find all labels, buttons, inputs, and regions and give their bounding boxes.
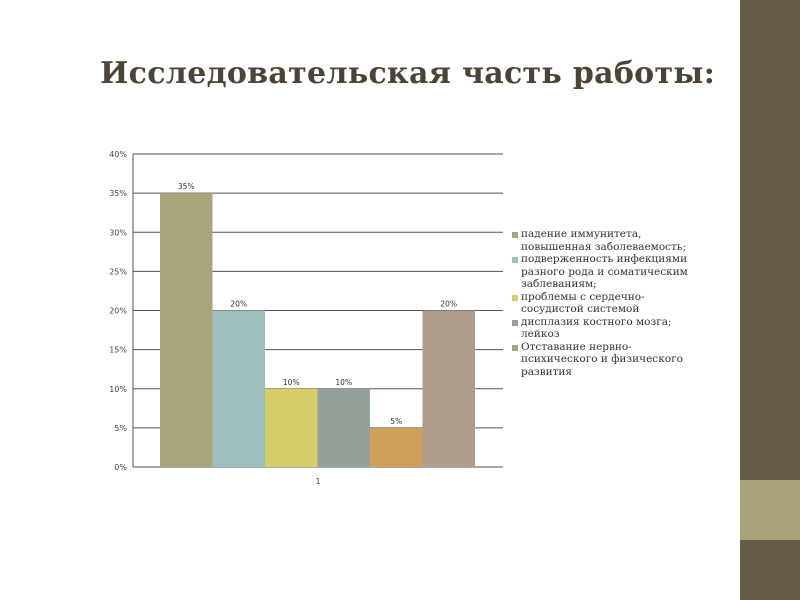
legend-swatch: [512, 257, 518, 263]
data-label: 20%: [230, 300, 247, 309]
legend-item: подверженность инфекциями разного рода и…: [512, 253, 702, 291]
bar: [370, 427, 423, 467]
data-label: 35%: [178, 182, 195, 191]
y-tick-label: 10%: [109, 385, 127, 394]
legend-item: дисплазия костного мозга; лейкоз: [512, 316, 702, 341]
data-label: 10%: [335, 378, 352, 387]
y-tick-label: 5%: [114, 424, 127, 433]
chart-legend: падение иммунитета, повышенная заболевае…: [512, 228, 702, 378]
slide-background: [0, 0, 740, 600]
legend-label: проблемы с сердечно-сосудистой системой: [521, 290, 645, 316]
legend-label: падение иммунитета, повышенная заболевае…: [521, 228, 687, 253]
legend-swatch: [512, 232, 518, 238]
y-tick-label: 35%: [109, 189, 127, 198]
y-tick-label: 40%: [109, 150, 127, 159]
data-label: 20%: [440, 300, 457, 309]
legend-item: проблемы с сердечно-сосудистой системой: [512, 291, 702, 316]
legend-label: дисплазия костного мозга; лейкоз: [521, 315, 672, 341]
legend-swatch: [512, 344, 518, 351]
sidebar-accent-block: [740, 480, 800, 540]
x-tick-label: 1: [315, 477, 320, 486]
y-tick-label: 30%: [109, 228, 127, 237]
legend-swatch: [512, 319, 518, 326]
legend-swatch: [512, 294, 518, 301]
y-tick-label: 25%: [109, 267, 127, 276]
legend-item: падение иммунитета, повышенная заболевае…: [512, 228, 702, 253]
data-label: 10%: [283, 378, 300, 387]
bar: [317, 388, 370, 467]
data-label: 5%: [390, 417, 402, 426]
y-tick-label: 15%: [109, 346, 127, 355]
slide-title: Исследовательская часть работы:: [100, 56, 716, 91]
bar: [212, 310, 265, 467]
bar: [265, 388, 318, 467]
y-tick-label: 20%: [109, 307, 127, 316]
legend-label: Отставание нервно-психического и физичес…: [521, 340, 683, 378]
legend-label: подверженность инфекциями разного рода и…: [521, 253, 688, 290]
y-tick-label: 0%: [114, 463, 127, 472]
legend-item: Отставание нервно-психического и физичес…: [512, 341, 702, 379]
bar: [422, 310, 475, 467]
bar: [160, 193, 213, 467]
